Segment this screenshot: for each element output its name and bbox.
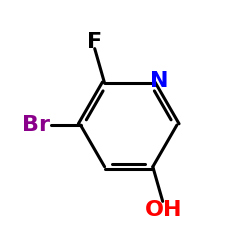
Text: Br: Br [22,115,50,135]
Text: N: N [150,71,168,91]
Text: F: F [87,32,102,52]
Text: OH: OH [145,200,183,220]
